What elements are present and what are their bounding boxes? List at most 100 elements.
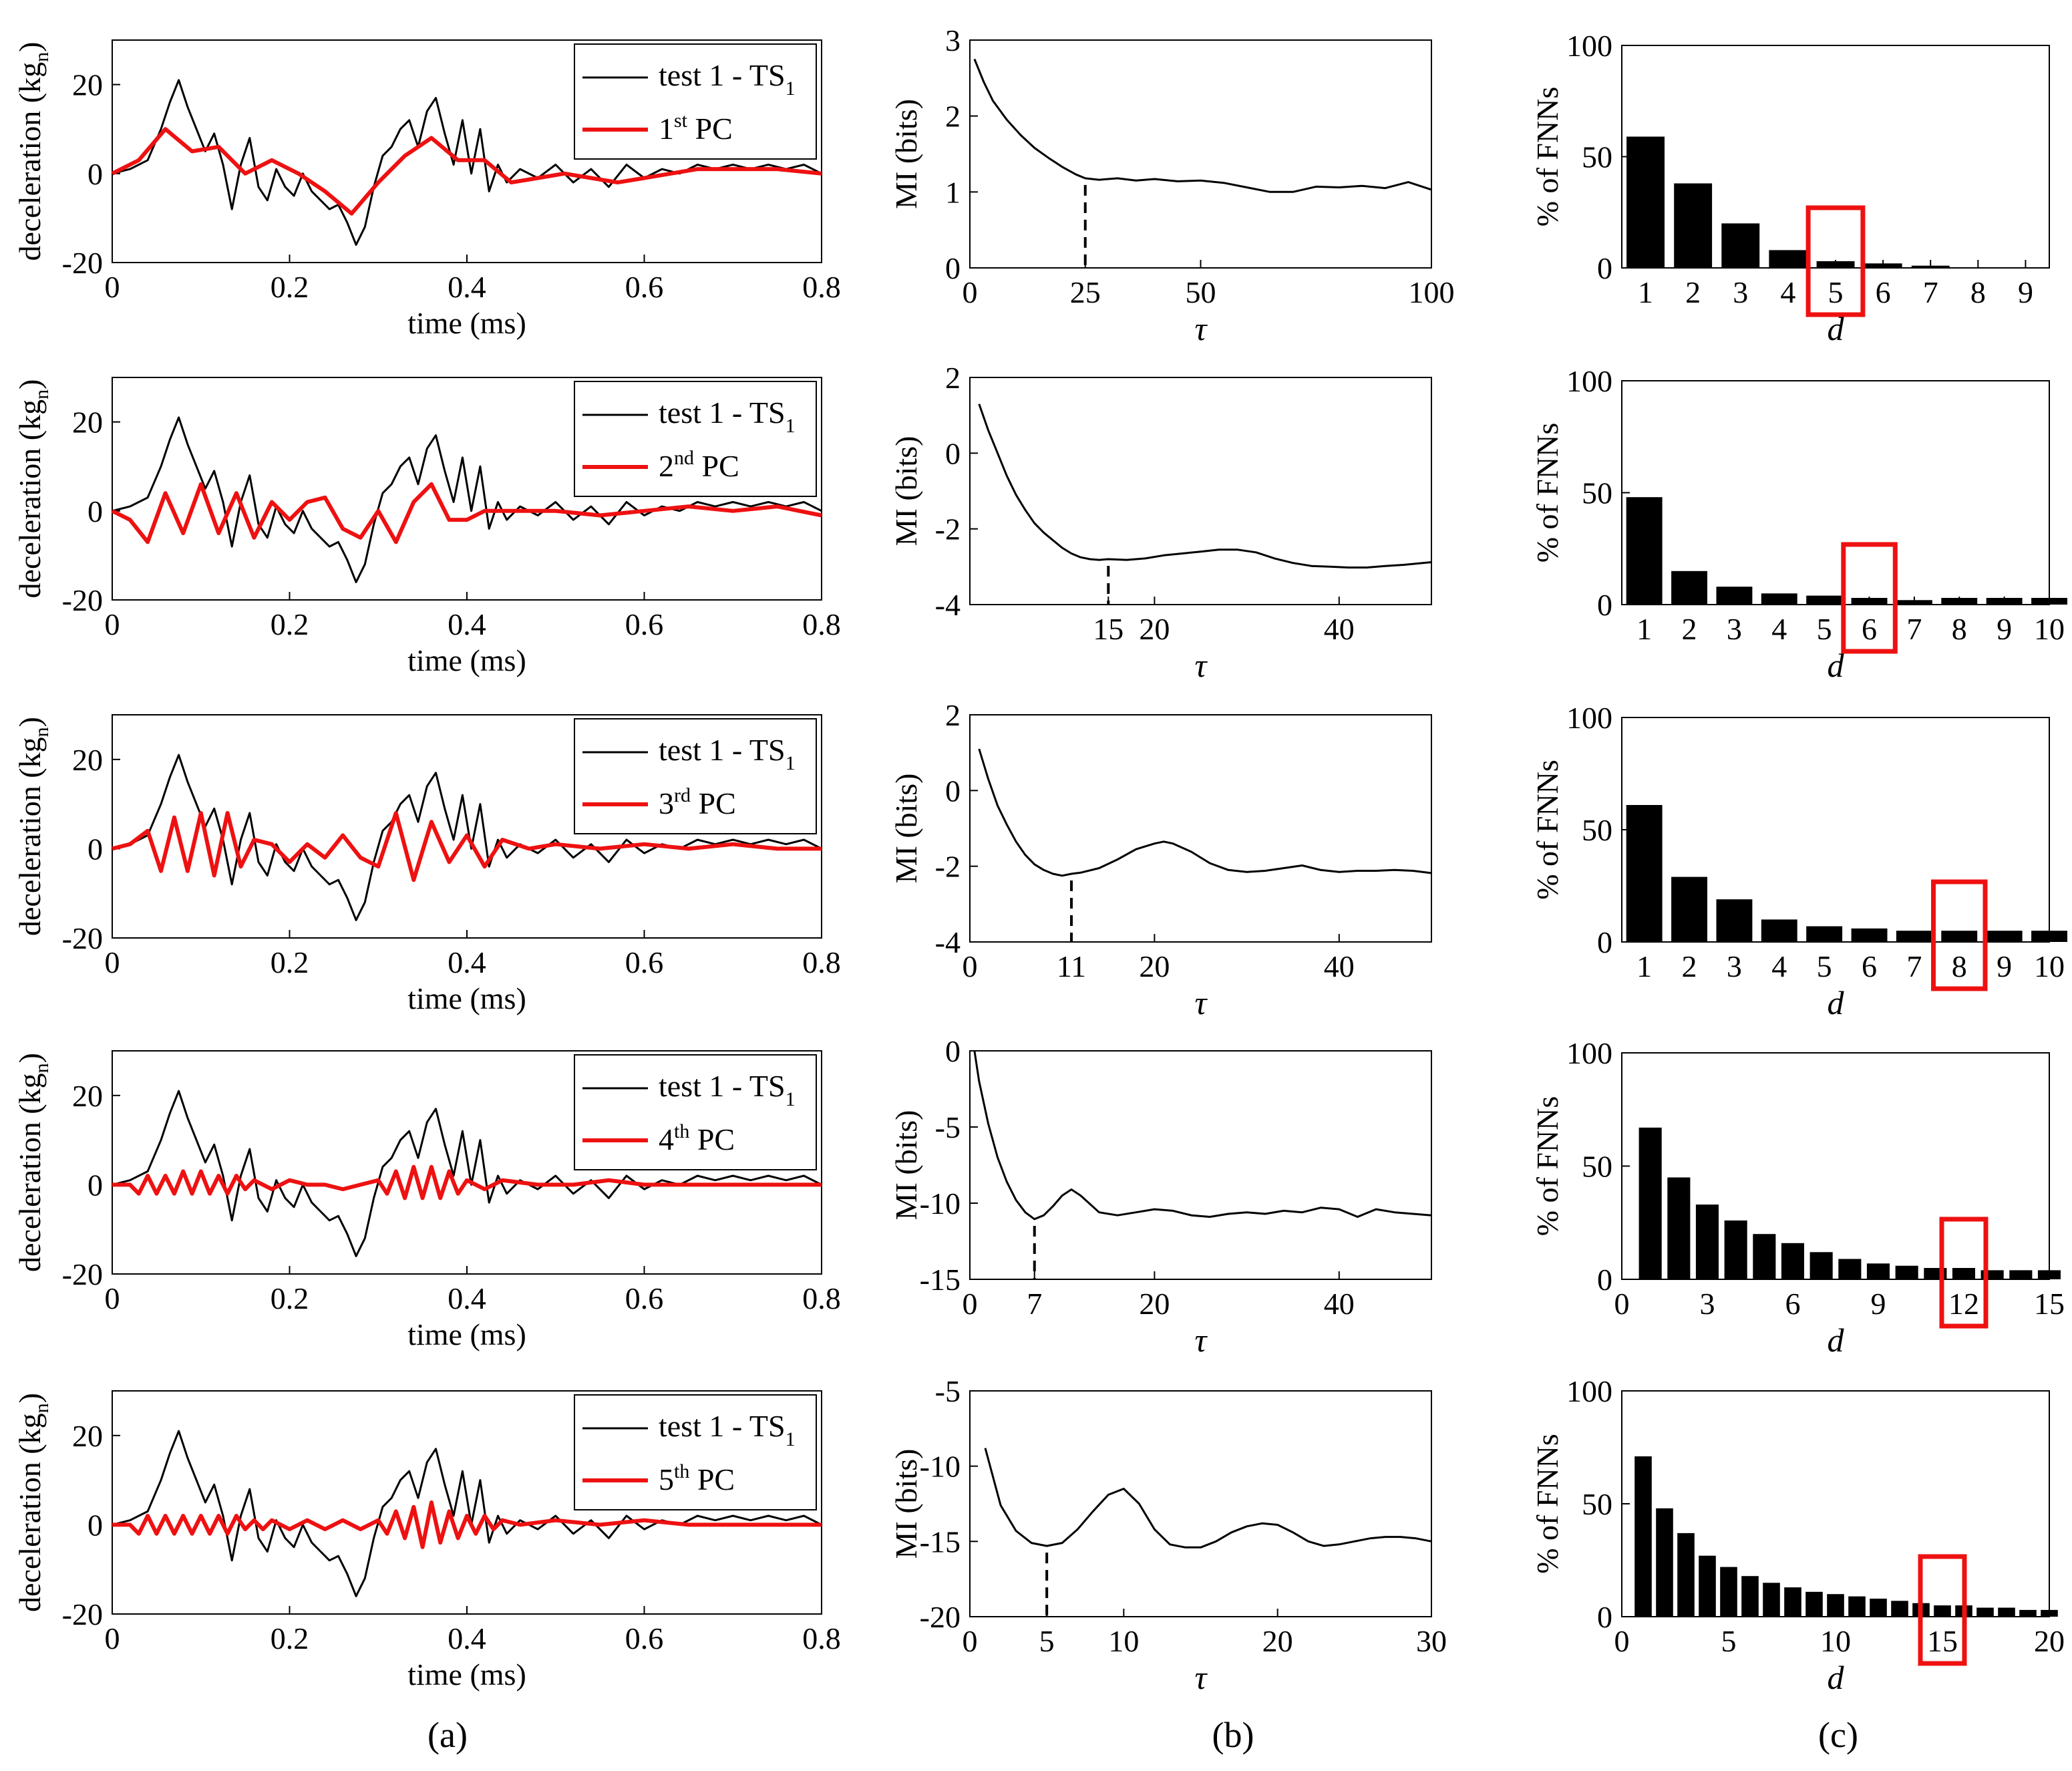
x-tick-label: 40: [1324, 949, 1355, 983]
bar: [1848, 1596, 1866, 1617]
y-tick-label: 20: [72, 68, 103, 102]
y-tick-label: -20: [62, 1257, 103, 1291]
x-axis-label: τ: [1195, 310, 1208, 347]
x-tick-label: 12: [1948, 1287, 1979, 1321]
y-tick-label: 50: [1582, 1487, 1612, 1521]
bar: [1891, 1601, 1908, 1617]
chart-b1: 0 1 2 3 0 25 50 100 τ MI (bits): [889, 23, 1455, 347]
x-tick-label: 6: [1876, 275, 1891, 309]
bar: [1838, 1259, 1862, 1279]
x-tick-label: 3: [1727, 612, 1742, 646]
y-tick-label: 0: [88, 157, 103, 191]
x-tick-label: 10: [2034, 612, 2065, 646]
y-tick-label: 0: [88, 1168, 103, 1202]
panel-label-a: (a): [427, 1715, 468, 1755]
bar: [1870, 1599, 1887, 1617]
x-axis-label: d: [1828, 1659, 1845, 1696]
y-tick-label: 100: [1566, 29, 1612, 63]
bar: [1896, 600, 1932, 605]
y-tick-label: 0: [1597, 251, 1612, 285]
y-tick-label: 20: [72, 1419, 103, 1453]
y-tick-label: 20: [72, 743, 103, 777]
y-tick-label: -20: [62, 921, 103, 955]
y-tick-label: -10: [920, 1186, 961, 1221]
x-axis-label: τ: [1195, 1321, 1208, 1359]
panel-label-b: (b): [1212, 1715, 1254, 1755]
series-line-pc: [111, 127, 822, 216]
y-tick-label: -2: [935, 512, 961, 546]
bar: [1677, 1533, 1695, 1617]
chart-b2: -4 -2 0 2 15 20 40 τ MI (bits): [889, 361, 1432, 684]
x-axis-label: τ: [1195, 984, 1208, 1021]
bar: [1626, 497, 1663, 605]
legend: test 1 - TS1 4th PC: [574, 1054, 817, 1170]
y-tick-label: -15: [920, 1263, 961, 1297]
y-axis-label: % of FNNs: [1530, 1096, 1564, 1237]
y-axis-label: deceleration (kgn): [13, 717, 53, 936]
y-tick-label: 0: [945, 436, 961, 470]
x-tick-label: 0.4: [448, 607, 486, 641]
x-tick-label: 0.8: [802, 945, 841, 979]
axes-frame: [969, 1050, 1432, 1280]
x-tick-label: 20: [1139, 949, 1170, 983]
x-tick-label: 9: [2018, 275, 2033, 309]
x-tick-label: 3: [1700, 1287, 1715, 1321]
x-tick-label: 0: [105, 607, 120, 641]
x-tick-label: 0.6: [625, 1621, 664, 1655]
panel-label-c: (c): [1818, 1715, 1858, 1755]
bar: [1638, 1127, 1662, 1279]
bar: [1741, 1576, 1759, 1617]
x-tick-label: 15: [2034, 1287, 2065, 1321]
y-tick-label: 100: [1566, 1374, 1612, 1408]
x-tick-label: 7: [1923, 275, 1938, 309]
bar: [1941, 931, 1978, 942]
chart-b4: -15 -10 -5 0 0 7 20 40 τ MI (bits): [889, 1034, 1432, 1359]
y-tick-label: 50: [1582, 476, 1612, 510]
x-tick-label: 100: [1409, 275, 1455, 309]
y-tick-label: -15: [920, 1524, 961, 1559]
bar: [1911, 265, 1950, 268]
y-tick-label: 1: [945, 175, 961, 209]
axes-frame: [1621, 380, 2050, 605]
x-tick-label: 0.8: [802, 1621, 841, 1655]
bar: [2041, 1609, 2058, 1617]
y-tick-label: -20: [62, 583, 103, 617]
bar: [1716, 587, 1753, 605]
bar: [1671, 571, 1707, 605]
bar: [1866, 1263, 1890, 1279]
y-tick-label: 20: [72, 406, 103, 440]
x-axis-label: τ: [1195, 647, 1208, 684]
y-tick-label: 2: [945, 361, 961, 395]
series-line-pc: [111, 482, 822, 544]
x-tick-label: 2: [1682, 612, 1697, 646]
x-axis-label: d: [1828, 984, 1845, 1021]
x-tick-label: 0.6: [625, 607, 664, 641]
x-axis-label: time (ms): [407, 1657, 526, 1692]
x-axis-label: time (ms): [407, 306, 526, 340]
y-tick-label: 100: [1566, 1036, 1612, 1070]
x-axis-label: d: [1828, 1321, 1845, 1359]
mi-curve: [973, 58, 1432, 193]
legend-label-signal: test 1 - TS1: [659, 1069, 796, 1110]
y-axis-label: deceleration (kgn): [13, 1053, 53, 1272]
y-axis-label: MI (bits): [889, 1110, 923, 1221]
x-tick-label: 40: [1324, 1287, 1355, 1321]
x-tick-label: 0: [1614, 1624, 1630, 1658]
y-axis-label: deceleration (kgn): [13, 42, 53, 261]
axes-frame: [969, 714, 1432, 943]
y-axis-label: deceleration (kgn): [13, 1393, 53, 1612]
legend: test 1 - TS1 2nd PC: [574, 381, 817, 497]
x-tick-label: 8: [1952, 612, 1967, 646]
x-tick-label: 2: [1685, 275, 1701, 309]
bar: [1626, 136, 1665, 268]
y-axis-label: deceleration (kgn): [13, 379, 53, 599]
y-tick-label: 0: [1597, 588, 1612, 622]
y-axis-label: MI (bits): [889, 99, 923, 209]
bar: [1721, 223, 1760, 268]
y-tick-label: 2: [945, 698, 961, 732]
series-line-pc: [112, 811, 822, 882]
x-tick-label: 0.6: [625, 945, 664, 979]
